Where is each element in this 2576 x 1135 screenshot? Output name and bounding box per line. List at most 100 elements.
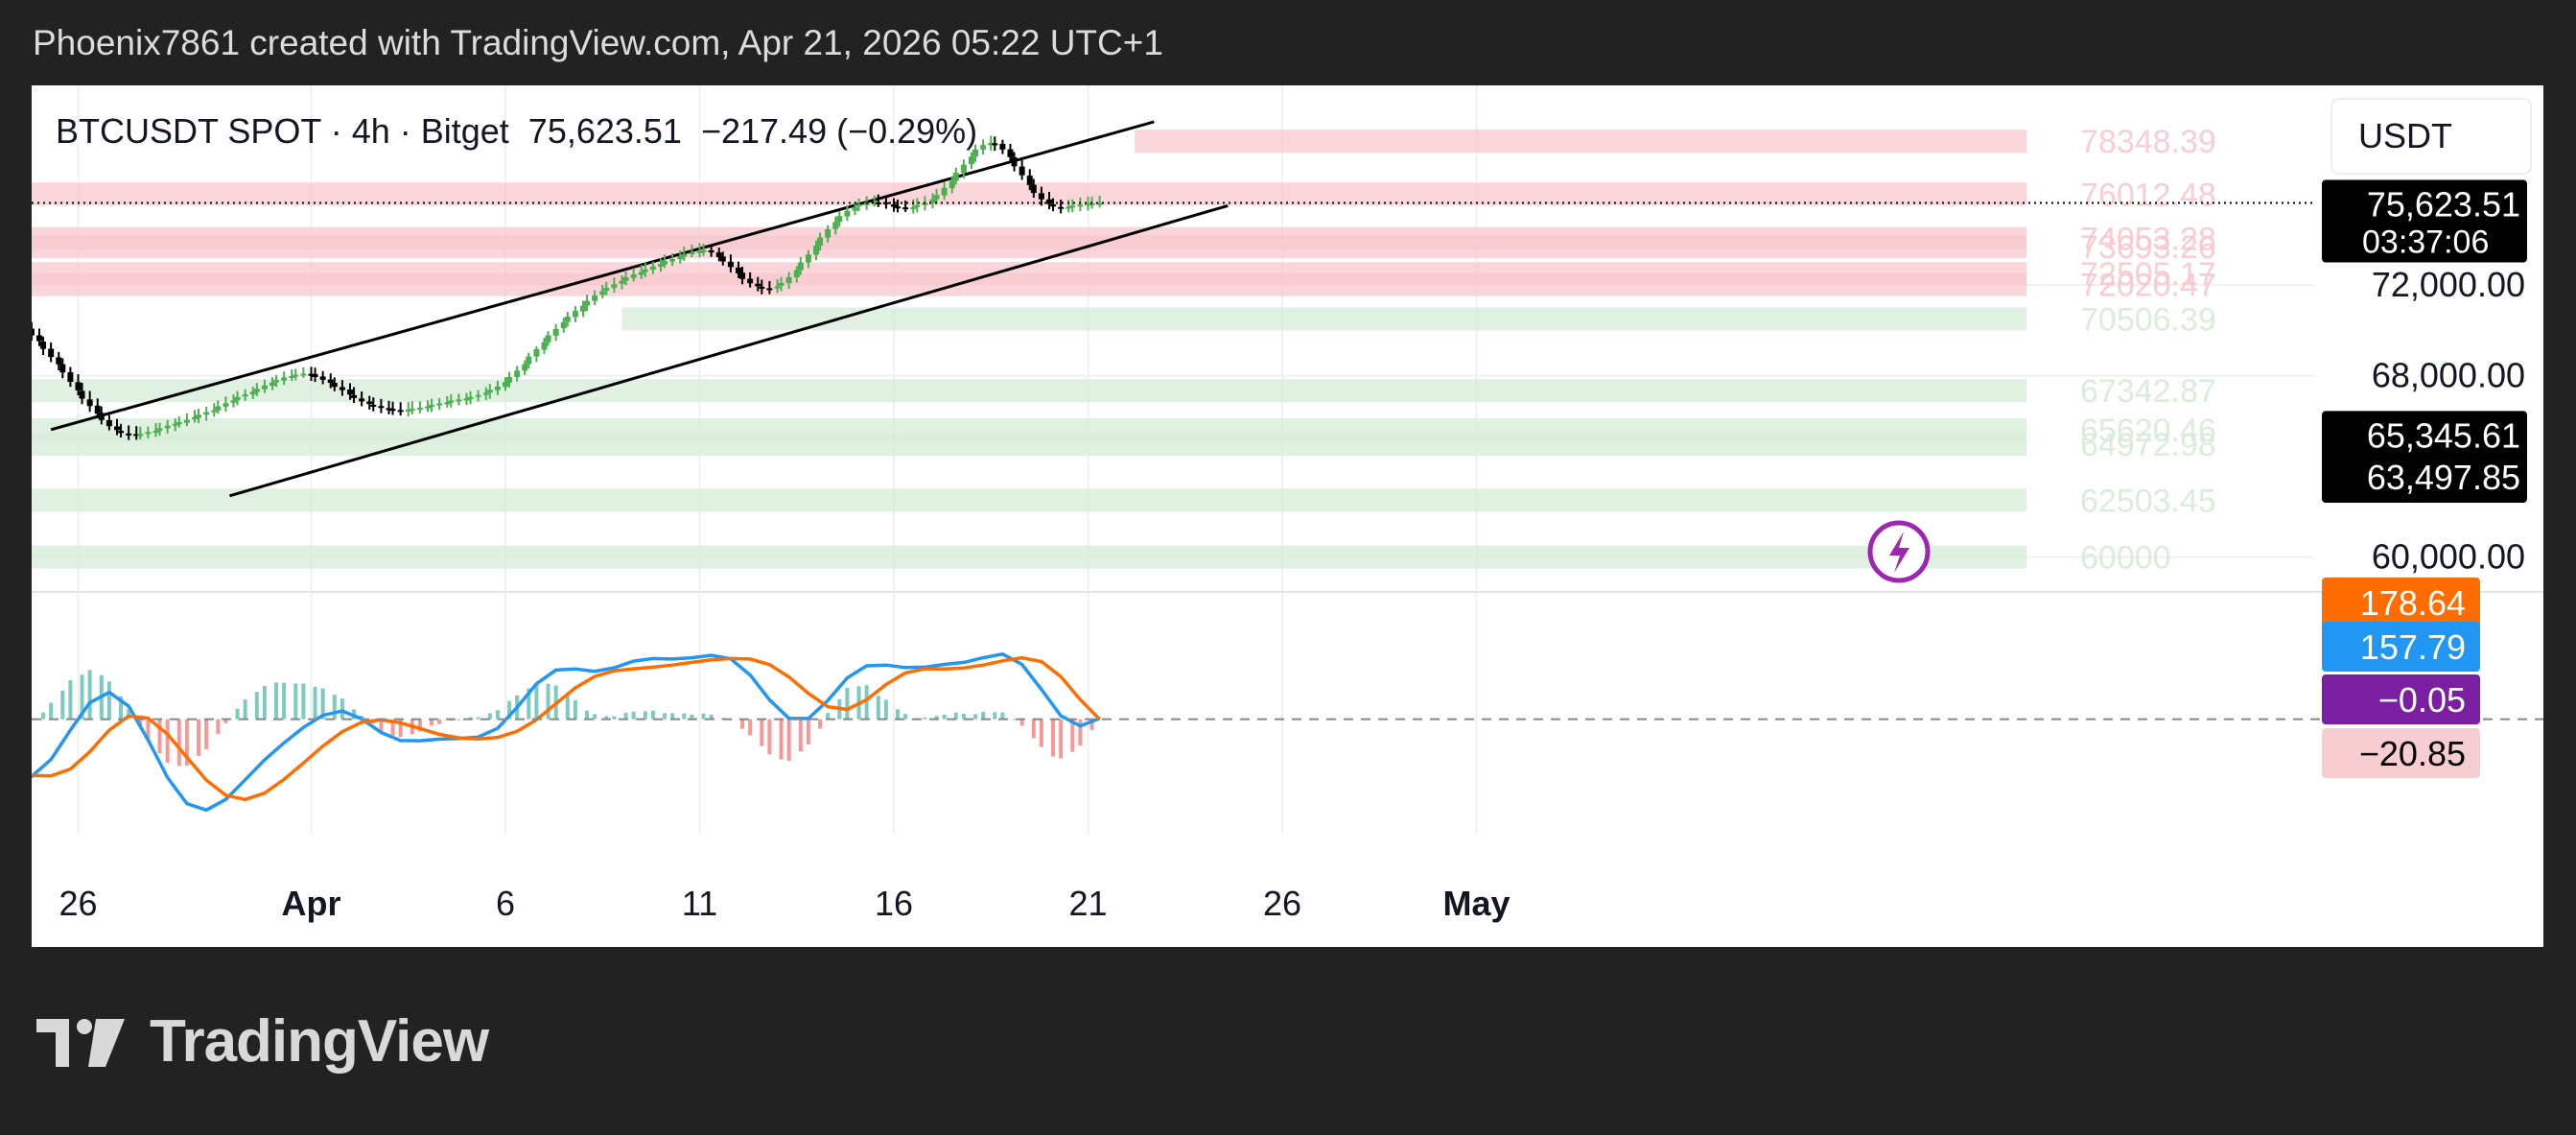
candle-body bbox=[891, 204, 897, 207]
candle-body bbox=[533, 348, 540, 357]
candle-body bbox=[152, 430, 159, 433]
candle-body bbox=[778, 282, 785, 286]
tradingview-logo-icon bbox=[36, 1018, 125, 1067]
candle-body bbox=[882, 201, 889, 204]
macd-histogram-bar bbox=[235, 708, 240, 720]
candle-body bbox=[972, 149, 979, 157]
candle-body bbox=[137, 434, 144, 437]
candle-body bbox=[584, 300, 591, 306]
candle-body bbox=[67, 372, 74, 382]
candle-body bbox=[852, 206, 858, 211]
macd-histogram-bar bbox=[487, 713, 492, 720]
candle-body bbox=[832, 222, 839, 229]
candle-body bbox=[677, 255, 684, 260]
macd-histogram-bar bbox=[119, 696, 124, 720]
zone-label: 65620.46 bbox=[2080, 413, 2216, 449]
trend-channel[interactable] bbox=[50, 120, 1229, 498]
candle-body bbox=[319, 376, 326, 380]
zone-band bbox=[1135, 130, 2026, 154]
macd-histogram-bar bbox=[274, 682, 279, 720]
macd-histogram-bar bbox=[806, 719, 810, 745]
price-axis: 72,000.00 68,000.00 60,000.00 bbox=[2372, 265, 2525, 577]
macd-histogram-bar bbox=[593, 714, 597, 720]
macd-histogram-bar bbox=[1031, 719, 1036, 739]
candle-body bbox=[560, 321, 567, 329]
price-tag-box bbox=[2322, 179, 2527, 263]
currency-button-label: USDT bbox=[2358, 116, 2452, 155]
alert-lightning-icon[interactable] bbox=[1867, 520, 1931, 583]
x-tick-label: 6 bbox=[496, 884, 515, 923]
x-tick-label: 26 bbox=[59, 884, 97, 923]
candle-body bbox=[222, 403, 229, 407]
macd-tag-box bbox=[2322, 674, 2480, 724]
macd-histogram-bar bbox=[740, 719, 745, 729]
zone-label: 62503.45 bbox=[2080, 483, 2216, 519]
candle-body bbox=[436, 403, 443, 406]
currency-button[interactable] bbox=[2330, 98, 2532, 175]
candle-body bbox=[622, 277, 629, 281]
zone-label: 72505.17 bbox=[2080, 256, 2216, 293]
zone-label: 60000 bbox=[2080, 540, 2171, 577]
macd-histogram-bar bbox=[623, 712, 628, 720]
macd-histogram-bar bbox=[923, 717, 927, 720]
candle-body bbox=[902, 207, 909, 210]
macd-histogram-bar bbox=[663, 713, 667, 720]
macd-histogram-bar bbox=[1012, 719, 1017, 721]
macd-histogram-bar bbox=[1051, 719, 1056, 757]
channel-upper-line[interactable] bbox=[50, 120, 1155, 432]
candle-body bbox=[486, 390, 493, 393]
candle-body bbox=[242, 394, 248, 397]
candle-body bbox=[506, 376, 513, 383]
x-tick-label: Apr bbox=[282, 884, 341, 923]
candle-body bbox=[347, 390, 353, 395]
macd-histogram-bar bbox=[565, 695, 570, 720]
candle-body bbox=[94, 405, 101, 414]
macd-tag-box bbox=[2322, 728, 2480, 778]
candle-body bbox=[503, 382, 508, 388]
symbol-legend[interactable]: BTCUSDT SPOT · 4h · Bitget 75,623.51 −21… bbox=[56, 111, 977, 151]
macd-histogram-bar bbox=[779, 719, 784, 760]
macd-histogram-bar bbox=[670, 713, 675, 720]
macd-histogram-bar bbox=[68, 679, 73, 720]
chart-panel[interactable]: 78348.39 76012.48 74053.28 73693.26 72505.17… bbox=[32, 85, 2543, 947]
chart-canvas[interactable]: 78348.39 76012.48 74053.2873693.2672505.17… bbox=[32, 85, 2543, 947]
candle-body bbox=[253, 389, 260, 392]
zone-label: 64972.98 bbox=[2080, 427, 2216, 463]
macd-histogram-bar bbox=[457, 719, 461, 721]
x-tick-label: 11 bbox=[682, 884, 717, 923]
macd-histogram-bar bbox=[682, 713, 687, 720]
candle-body bbox=[425, 406, 431, 409]
macd-histogram-bar bbox=[604, 716, 609, 720]
macd-histogram-bar bbox=[282, 682, 287, 720]
candle-body bbox=[747, 278, 754, 284]
candle-body bbox=[630, 274, 637, 278]
macd-histogram-bar bbox=[332, 695, 337, 720]
macd-histogram-bar bbox=[1039, 719, 1043, 747]
candle-body bbox=[444, 402, 451, 405]
candle-body bbox=[1096, 202, 1103, 205]
candle-body bbox=[642, 269, 648, 272]
macd-tag-box bbox=[2322, 622, 2480, 672]
candle-body bbox=[482, 392, 489, 395]
candle-body bbox=[992, 143, 998, 146]
candle-body bbox=[1069, 205, 1076, 208]
macd-histogram-bar bbox=[476, 717, 480, 720]
candle-body bbox=[105, 419, 112, 427]
candle-body bbox=[448, 400, 455, 403]
candle-body bbox=[339, 387, 345, 390]
macd-histogram-bar bbox=[197, 719, 201, 756]
macd-histogram-bar bbox=[165, 719, 170, 763]
candle-body bbox=[603, 287, 610, 291]
candle-body bbox=[514, 370, 521, 377]
candle-body bbox=[281, 377, 288, 381]
candle-body bbox=[736, 267, 741, 273]
candle-body bbox=[980, 145, 987, 150]
candle-body bbox=[196, 414, 202, 418]
candle-body bbox=[689, 252, 695, 255]
macd-histogram-bar bbox=[701, 713, 706, 720]
macd-tag-label: 178.64 bbox=[2360, 583, 2466, 623]
candle-body bbox=[960, 164, 967, 174]
channel-lower-line[interactable] bbox=[229, 203, 1229, 498]
candle-body bbox=[378, 406, 385, 409]
